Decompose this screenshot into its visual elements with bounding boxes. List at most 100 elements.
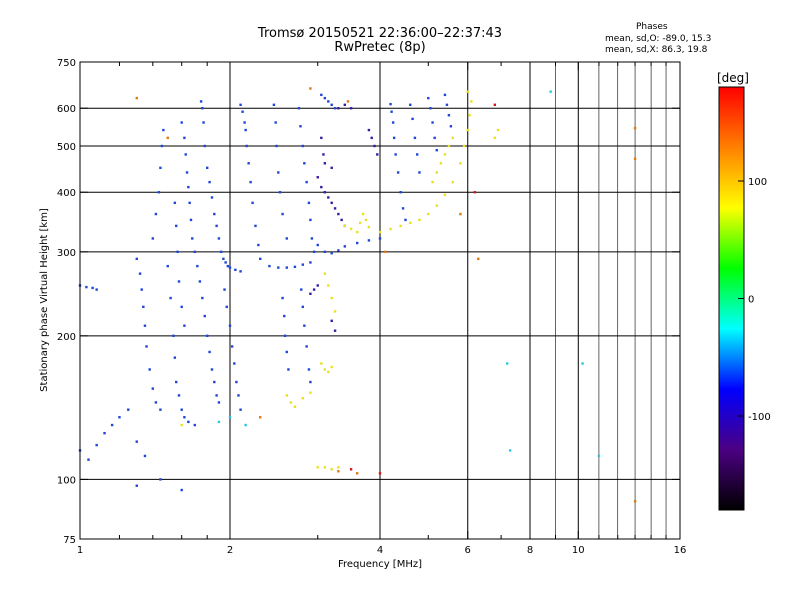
data-point xyxy=(180,408,183,411)
data-point xyxy=(228,324,232,327)
data-point xyxy=(154,212,158,216)
data-point xyxy=(257,243,260,247)
data-point xyxy=(355,472,359,475)
data-point xyxy=(118,416,121,419)
data-point xyxy=(188,201,191,205)
data-point xyxy=(337,249,340,252)
data-point xyxy=(323,96,327,100)
data-point xyxy=(300,288,303,291)
data-point xyxy=(173,356,177,359)
data-point xyxy=(281,212,284,216)
data-point xyxy=(145,345,148,348)
data-point xyxy=(477,257,480,261)
data-point xyxy=(243,121,246,124)
data-point xyxy=(281,296,284,300)
data-point xyxy=(177,394,181,397)
data-point xyxy=(303,162,306,165)
data-point xyxy=(199,100,203,103)
x-tick-label: 10 xyxy=(572,545,585,556)
y-axis-label: Stationary phase Virtual Height [km] xyxy=(39,208,50,392)
data-point xyxy=(549,90,552,93)
data-point xyxy=(333,207,337,210)
data-point xyxy=(223,288,226,291)
data-point xyxy=(166,136,169,140)
data-point xyxy=(293,405,297,408)
data-point xyxy=(148,368,151,371)
data-point xyxy=(327,370,330,374)
colorbar-label: [deg] xyxy=(717,71,749,85)
data-point xyxy=(135,440,138,443)
data-point xyxy=(316,176,319,179)
data-point xyxy=(327,100,330,103)
data-point xyxy=(202,121,205,124)
data-point xyxy=(183,324,186,327)
data-point xyxy=(361,212,365,216)
data-point xyxy=(493,103,497,107)
data-point xyxy=(241,110,244,113)
data-point xyxy=(285,266,288,269)
data-point xyxy=(251,201,254,205)
data-point xyxy=(180,423,183,427)
data-point xyxy=(323,272,327,275)
data-point xyxy=(87,458,90,461)
data-point xyxy=(198,280,202,283)
grid-layer xyxy=(80,62,680,539)
data-point xyxy=(367,239,371,242)
data-point xyxy=(245,144,248,148)
data-point xyxy=(217,237,221,240)
data-point xyxy=(215,224,218,228)
data-point xyxy=(435,171,438,174)
data-point xyxy=(305,180,308,184)
data-point xyxy=(320,93,323,97)
data-point xyxy=(95,443,98,447)
data-point xyxy=(142,305,145,309)
data-point xyxy=(244,423,247,427)
data-point xyxy=(274,121,277,124)
data-point xyxy=(323,250,327,254)
data-point xyxy=(157,191,161,194)
data-point xyxy=(373,144,376,148)
data-point xyxy=(283,334,287,338)
data-point xyxy=(370,136,373,140)
data-point xyxy=(143,454,147,458)
data-point xyxy=(166,264,169,268)
data-point xyxy=(597,454,601,458)
data-point xyxy=(233,362,236,365)
data-point xyxy=(447,144,451,148)
data-point xyxy=(205,166,209,170)
data-point xyxy=(447,114,451,117)
data-point xyxy=(413,136,417,140)
data-point xyxy=(175,380,178,384)
data-point xyxy=(391,121,395,124)
data-point xyxy=(309,391,312,394)
data-point xyxy=(135,96,138,100)
data-point xyxy=(213,212,216,216)
data-point xyxy=(183,136,186,140)
data-point xyxy=(323,162,327,165)
data-point xyxy=(418,218,421,222)
data-point xyxy=(505,362,509,365)
data-point xyxy=(289,401,293,404)
data-point xyxy=(415,153,419,156)
y-tick-label: 200 xyxy=(57,332,76,343)
y-tick-label: 75 xyxy=(63,535,76,546)
data-point xyxy=(337,466,340,469)
data-point xyxy=(427,96,430,100)
data-point xyxy=(343,103,347,107)
data-point xyxy=(349,227,353,231)
data-point xyxy=(439,162,443,165)
data-point xyxy=(427,212,430,216)
data-point xyxy=(301,396,305,400)
data-point xyxy=(396,171,400,174)
data-point xyxy=(394,153,397,156)
data-point xyxy=(390,110,393,113)
data-point xyxy=(159,478,162,481)
data-point xyxy=(213,380,216,384)
data-point xyxy=(459,162,462,165)
data-point xyxy=(337,470,340,473)
data-point xyxy=(180,305,183,309)
data-point xyxy=(278,191,282,194)
data-point xyxy=(127,408,130,411)
data-point xyxy=(333,310,337,313)
colorbar-tick-label: -100 xyxy=(748,412,771,423)
